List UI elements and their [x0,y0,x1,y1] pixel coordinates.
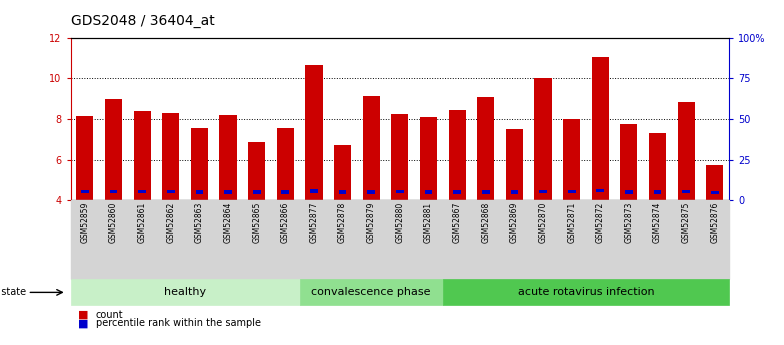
Text: GSM52865: GSM52865 [252,202,261,243]
Bar [682,190,690,193]
Bar [363,96,379,200]
Bar [592,57,609,200]
Text: GSM52873: GSM52873 [624,202,633,243]
Bar [477,97,495,200]
Text: GSM52878: GSM52878 [338,202,347,243]
Bar [191,128,208,200]
Text: GSM52868: GSM52868 [481,202,490,243]
Text: GSM52880: GSM52880 [395,202,405,243]
Bar [81,190,89,193]
Text: ■: ■ [78,318,89,328]
Text: GSM52876: GSM52876 [710,202,719,243]
Text: GSM52874: GSM52874 [653,202,662,243]
Bar [334,145,351,200]
Bar [568,190,575,193]
Bar [167,190,175,193]
Text: GSM52863: GSM52863 [195,202,204,243]
Bar [563,119,580,200]
Text: GSM52862: GSM52862 [166,202,176,243]
Text: GSM52860: GSM52860 [109,202,118,243]
Text: ■: ■ [78,310,89,320]
Text: percentile rank within the sample: percentile rank within the sample [96,318,260,328]
Bar [597,189,604,192]
Text: GSM52871: GSM52871 [567,202,576,243]
Bar [252,190,260,194]
Bar [535,79,552,200]
Bar [310,189,318,193]
Bar [391,114,408,200]
Text: GSM52877: GSM52877 [310,202,318,243]
Bar [281,190,289,194]
Text: GDS2048 / 36404_at: GDS2048 / 36404_at [71,13,214,28]
Bar [110,190,118,193]
Text: GSM52867: GSM52867 [452,202,462,243]
Bar [224,190,232,194]
Bar [133,111,151,200]
Text: GSM52869: GSM52869 [510,202,519,243]
Bar [305,65,322,200]
Bar [649,133,666,200]
Text: GSM52866: GSM52866 [281,202,290,243]
Text: GSM52870: GSM52870 [539,202,547,243]
Bar [396,190,404,193]
Bar [339,190,347,194]
Bar [506,129,523,200]
Bar [138,190,146,193]
Bar [654,190,662,194]
Bar [368,190,375,194]
Text: disease state: disease state [0,287,26,297]
Text: acute rotavirus infection: acute rotavirus infection [517,287,655,297]
Bar [76,116,93,200]
Bar [711,191,719,195]
Bar [510,190,518,194]
Bar [453,190,461,194]
Bar [420,117,437,200]
Bar [425,190,432,194]
Text: count: count [96,310,123,320]
Bar [625,190,633,194]
Bar [277,128,294,200]
Text: convalescence phase: convalescence phase [311,287,431,297]
Text: GSM52861: GSM52861 [138,202,147,243]
Text: GSM52859: GSM52859 [81,202,89,243]
Text: GSM52872: GSM52872 [596,202,604,243]
Bar [248,142,265,200]
Bar [220,115,237,200]
Bar [105,99,122,200]
Bar [706,165,724,200]
Text: GSM52879: GSM52879 [367,202,376,243]
Bar [195,190,203,194]
Bar [482,190,489,194]
Bar [448,110,466,200]
Text: healthy: healthy [164,287,206,297]
Text: GSM52881: GSM52881 [424,202,433,243]
Text: GSM52864: GSM52864 [223,202,233,243]
Bar [539,190,547,193]
Bar [620,124,637,200]
Bar [677,102,695,200]
Bar [162,113,180,200]
Text: GSM52875: GSM52875 [681,202,691,243]
